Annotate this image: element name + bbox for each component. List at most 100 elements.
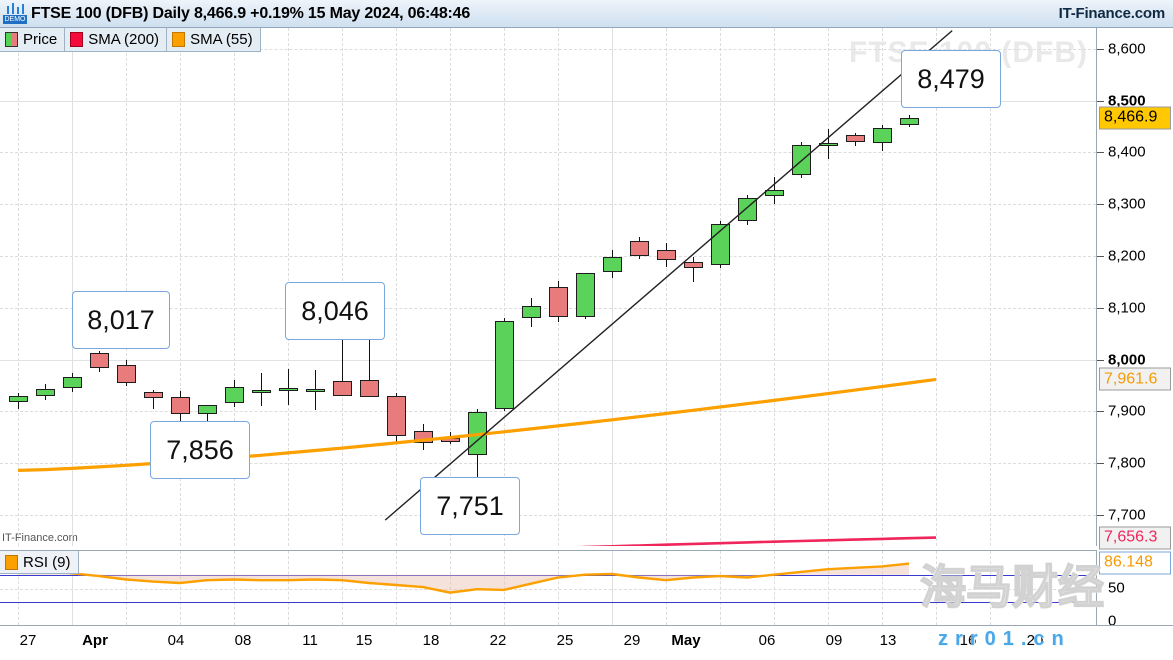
price-swatch-icon	[5, 32, 18, 47]
legend-item-sma55[interactable]: SMA (55)	[167, 28, 261, 52]
date-label: 04	[167, 632, 185, 649]
gridline-vertical	[288, 551, 289, 625]
gridline-vertical	[828, 551, 829, 625]
candle-body-up	[251, 389, 271, 393]
candle-wick	[692, 257, 694, 282]
legend-label-sma200: SMA (200)	[88, 31, 160, 48]
price-callout: 7,751	[420, 477, 520, 535]
candle-body-down	[89, 353, 109, 369]
candle-body-up	[467, 412, 487, 456]
page-title: FTSE 100 (DFB) Daily 8,466.9 +0.19% 15 M…	[31, 4, 471, 22]
price-callout: 7,856	[150, 421, 250, 479]
price-callout: 8,017	[72, 291, 170, 349]
axis-label: 8,100	[1108, 299, 1146, 317]
gridline-vertical	[612, 551, 613, 625]
candle-body-down	[845, 134, 865, 142]
candle-wick	[287, 368, 289, 406]
price-callout: 8,479	[901, 50, 1001, 108]
date-label: 15	[355, 632, 373, 649]
date-label: 22	[489, 632, 507, 649]
rsi-plot	[17, 562, 910, 594]
date-label: 06	[758, 632, 776, 649]
gridline-vertical	[234, 551, 235, 625]
legend-label-rsi: RSI (9)	[23, 553, 71, 571]
date-label: 25	[556, 632, 574, 649]
rsi-level-line	[0, 574, 1096, 576]
candle-body-down	[548, 287, 568, 317]
candle-body-up	[521, 305, 541, 318]
legend-item-price[interactable]: Price	[0, 28, 66, 52]
axis-tick	[1097, 204, 1104, 206]
gridline-vertical	[936, 551, 937, 625]
gridline-vertical	[180, 551, 181, 625]
date-label: 20	[1026, 632, 1044, 649]
candle-body-up	[494, 320, 514, 409]
sma200-swatch-icon	[70, 32, 84, 47]
legend-item-rsi[interactable]: RSI (9)	[0, 551, 79, 574]
axis-tick	[1097, 48, 1104, 50]
gridline-vertical	[450, 551, 451, 625]
gridline-vertical	[126, 28, 127, 546]
rsi-value-label: 86.148	[1099, 551, 1171, 575]
axis-label: 7,800	[1108, 454, 1146, 472]
rsi-level-line	[0, 602, 1096, 604]
gridline-horizontal	[0, 514, 1096, 516]
rsi-axis-label-50: 50	[1108, 579, 1125, 596]
gridline-vertical	[180, 28, 181, 546]
axis-tick	[1097, 255, 1104, 257]
price-axis[interactable]: 7,700 7,800 7,900 8,000 8,100 8,200 8,300 8,400…	[1097, 28, 1173, 625]
url-watermark: zrr01.cn	[938, 628, 1071, 650]
candle-body-up	[899, 118, 919, 126]
candle-wick	[368, 336, 370, 397]
gridline-vertical	[72, 28, 73, 546]
axis-label: 8,600	[1108, 40, 1146, 58]
gridline-vertical	[18, 551, 19, 625]
rsi-indicator-pane[interactable]: RSI (9)	[0, 550, 1097, 625]
gridline-vertical	[612, 28, 613, 546]
axis-tick	[1097, 307, 1104, 309]
gridline-vertical	[396, 28, 397, 546]
candle-body-up	[305, 388, 325, 392]
legend-label-price: Price	[23, 31, 58, 48]
candle-body-down	[332, 381, 352, 396]
candle-body-down	[143, 391, 163, 399]
candle-body-up	[710, 223, 730, 266]
price-callout: 8,046	[285, 282, 385, 340]
gridline-vertical	[666, 28, 667, 546]
gridline-vertical	[720, 28, 721, 546]
axis-label: 8,200	[1108, 247, 1146, 265]
date-label: 08	[234, 632, 252, 649]
candle-body-down	[116, 364, 136, 383]
candle-body-up	[818, 143, 838, 146]
gridline-horizontal	[0, 359, 1096, 361]
candle-body-up	[872, 127, 892, 143]
gridline-horizontal	[0, 255, 1096, 257]
axis-tick	[1097, 411, 1104, 413]
rsi-line	[17, 562, 910, 594]
gridline-vertical	[774, 551, 775, 625]
header-bar: DEMO FTSE 100 (DFB) Daily 8,466.9 +0.19%…	[0, 0, 1173, 28]
gridline-horizontal	[0, 204, 1096, 206]
axis-label: 7,700	[1108, 506, 1146, 524]
candle-body-up	[791, 145, 811, 176]
axis-label: 8,300	[1108, 195, 1146, 213]
gridline-vertical	[882, 28, 883, 546]
date-axis[interactable]: 27 Apr 04 08 11 15 18 22 25 29 May 06 09 13 16 20	[0, 625, 1173, 660]
axis-label: 8,500	[1108, 92, 1146, 109]
legend-label-sma55: SMA (55)	[190, 31, 253, 48]
sma55-swatch-icon	[172, 32, 186, 47]
date-label: 16	[959, 632, 977, 649]
legend-item-sma200[interactable]: SMA (200)	[65, 28, 168, 52]
candle-body-down	[440, 438, 460, 443]
chart-legend: Price SMA (200) SMA (55)	[0, 28, 261, 52]
candle-wick	[341, 335, 343, 396]
demo-badge-label: DEMO	[3, 14, 27, 24]
axis-label: 8,000	[1108, 351, 1146, 368]
candle-body-up	[764, 189, 784, 196]
axis-label: 7,900	[1108, 402, 1146, 420]
candle-body-up	[278, 388, 298, 391]
date-label: Apr	[82, 632, 108, 649]
gridline-vertical	[558, 551, 559, 625]
axis-label: 8,400	[1108, 143, 1146, 161]
